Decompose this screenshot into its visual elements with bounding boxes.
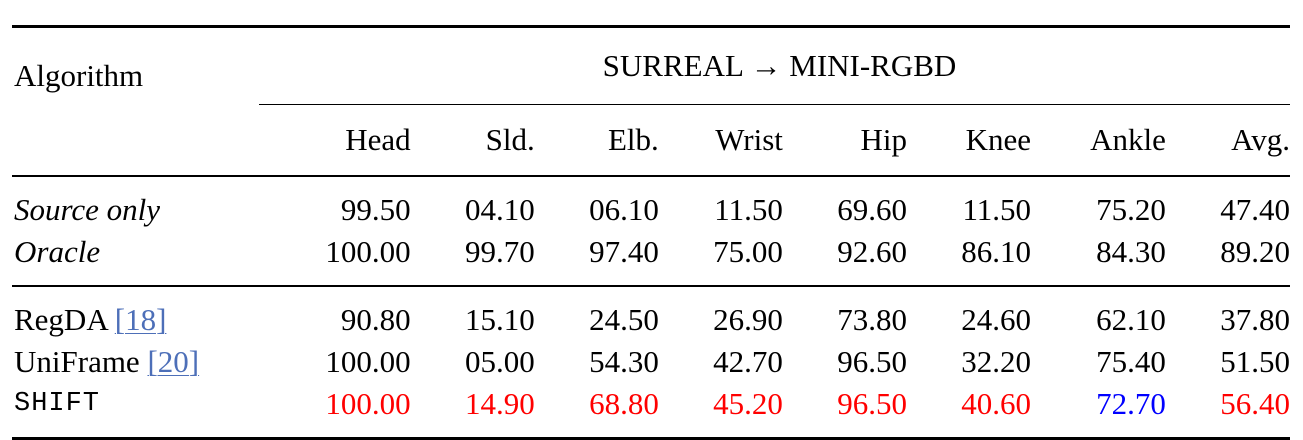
table-cell-second: 72.70 <box>1096 386 1166 421</box>
table-row: Source only 99.50 04.10 06.10 11.50 69.6… <box>12 175 1290 231</box>
table-cell: 73.80 <box>782 285 907 341</box>
table-cell-best: 40.60 <box>961 386 1032 421</box>
table-cell: 05.00 <box>464 344 535 379</box>
table-cell: 26.90 <box>658 285 783 341</box>
table-cell: 47.40 <box>1165 175 1290 231</box>
table-cell-best: 100.00 <box>325 386 411 421</box>
table-cell: 51.50 <box>1220 344 1290 379</box>
col-ankle: Ankle <box>1090 122 1166 157</box>
table-cell: 42.70 <box>713 344 783 379</box>
table-cell: 86.10 <box>961 234 1032 269</box>
table-cell: 06.10 <box>534 175 659 231</box>
method-name: UniFrame <box>14 344 140 379</box>
table-cell: 96.50 <box>837 344 907 379</box>
table-row: RegDA [18] 90.80 15.10 24.50 26.90 73.80… <box>12 285 1290 341</box>
table-cell: 37.80 <box>1165 285 1290 341</box>
table-cell: 24.50 <box>534 285 659 341</box>
col-knee: Knee <box>965 122 1032 157</box>
table-cell-best: 14.90 <box>464 386 535 421</box>
table-cell: 90.80 <box>259 285 411 341</box>
table-row: UniFrame [20] 100.00 05.00 54.30 42.70 9… <box>12 341 1290 383</box>
row-label: SHIFT <box>14 389 101 419</box>
col-sld: Sld. <box>485 122 535 157</box>
row-label: Oracle <box>14 234 101 269</box>
method-name: RegDA <box>14 302 107 337</box>
citation-link[interactable]: [18] <box>114 302 167 337</box>
table-cell: 99.50 <box>259 175 411 231</box>
table-cell: 11.50 <box>658 175 783 231</box>
dataset-header: SURREAL → MINI-RGBD <box>259 26 1290 105</box>
col-head: Head <box>345 122 411 157</box>
table-cell: 62.10 <box>1031 285 1166 341</box>
table-cell: 75.00 <box>713 234 783 269</box>
table-cell: 75.20 <box>1031 175 1166 231</box>
table-cell: 100.00 <box>325 344 411 379</box>
table-cell: 32.20 <box>961 344 1032 379</box>
col-avg: Avg. <box>1231 122 1290 157</box>
table-cell-best: 45.20 <box>713 386 783 421</box>
results-table: Algorithm SURREAL → MINI-RGBD Head Sld. … <box>12 25 1290 440</box>
table-cell: 100.00 <box>325 234 411 269</box>
table-cell: 24.60 <box>906 285 1032 341</box>
table-cell: 99.70 <box>464 234 535 269</box>
table-cell: 84.30 <box>1096 234 1166 269</box>
table-cell: 75.40 <box>1096 344 1166 379</box>
table-cell-best: 96.50 <box>837 386 907 421</box>
table-cell-best: 68.80 <box>589 386 659 421</box>
row-label: RegDA [18] <box>12 285 259 341</box>
header-row-1: Algorithm SURREAL → MINI-RGBD <box>12 26 1290 105</box>
col-elb: Elb. <box>608 122 659 157</box>
table-cell: 11.50 <box>906 175 1032 231</box>
row-label: UniFrame [20] <box>12 341 259 383</box>
table-cell: 92.60 <box>837 234 907 269</box>
table-cell: 97.40 <box>589 234 659 269</box>
header-row-2: Head Sld. Elb. Wrist Hip Knee Ankle Avg. <box>12 105 1290 177</box>
results-table-figure: Algorithm SURREAL → MINI-RGBD Head Sld. … <box>12 26 1290 439</box>
table-cell: 04.10 <box>410 175 535 231</box>
row-label: Source only <box>12 175 259 231</box>
table-cell: 69.60 <box>782 175 907 231</box>
table-row: Oracle 100.00 99.70 97.40 75.00 92.60 86… <box>12 231 1290 286</box>
table-cell: 15.10 <box>410 285 535 341</box>
algorithm-header: Algorithm <box>14 58 144 93</box>
col-hip: Hip <box>860 122 907 157</box>
table-cell: 89.20 <box>1220 234 1290 269</box>
col-wrist: Wrist <box>715 122 783 157</box>
table-cell: 54.30 <box>589 344 659 379</box>
table-row: SHIFT 100.00 14.90 68.80 45.20 96.50 40.… <box>12 383 1290 439</box>
citation-link[interactable]: [20] <box>147 344 200 379</box>
table-cell-best: 56.40 <box>1220 386 1290 421</box>
